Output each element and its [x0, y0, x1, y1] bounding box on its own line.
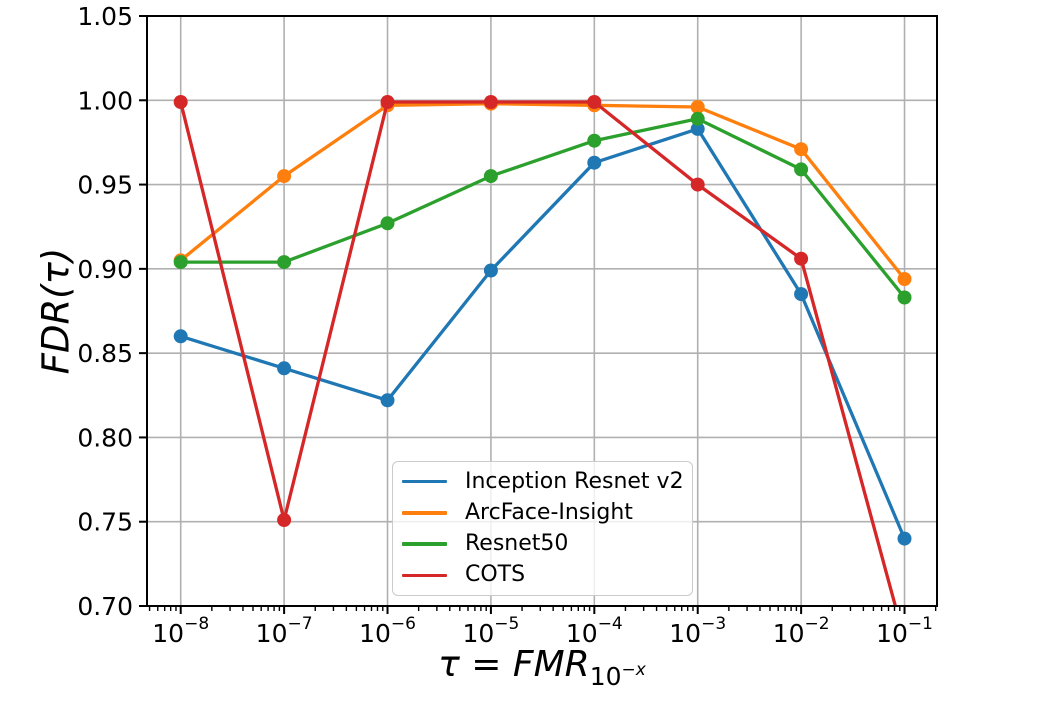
data-point-resnet50 [277, 255, 292, 270]
data-point-inception-resnet-v2 [897, 531, 912, 546]
legend-label: ArcFace-Insight [465, 499, 633, 525]
data-point-cots [173, 95, 188, 109]
tick-labels: 0.70 0.75 0.80 0.85 0.90 0.95 1.00 1.05 10−8 10−7… [77, 2, 933, 648]
data-point-resnet50 [794, 162, 809, 177]
y-tick-label: 1.05 [77, 2, 133, 31]
data-point-inception-resnet-v2 [483, 263, 498, 278]
x-axis-label-subscript: 10 [589, 662, 622, 691]
series-line-cots [179, 100, 898, 606]
x-tick-label: 10−7 [256, 614, 313, 648]
y-axis-label: FDR(τ) [34, 247, 78, 375]
data-point-inception-resnet-v2 [690, 121, 705, 136]
data-point-arcface-insight [794, 142, 809, 157]
data-point-inception-resnet-v2 [587, 155, 602, 170]
legend-item-cots: COTS [402, 560, 686, 591]
ticks [139, 15, 937, 614]
data-point-cots [483, 95, 498, 109]
data-point-inception-resnet-v2 [277, 361, 292, 376]
data-point-resnet50 [897, 290, 912, 305]
data-point-arcface-insight [277, 169, 292, 184]
legend-label: COTS [465, 562, 526, 588]
legend-line-sample-cots [402, 573, 447, 578]
x-tick-label: 10−4 [566, 614, 623, 648]
data-point-resnet50 [587, 133, 602, 148]
legend-label: Resnet50 [465, 531, 569, 557]
legend-item-arcface-insight: ArcFace-Insight [402, 497, 686, 528]
data-point-resnet50 [483, 169, 498, 184]
data-point-cots [587, 95, 602, 109]
x-axis-label-main: τ = FMR [438, 644, 590, 685]
legend-line-sample-resnet50 [402, 542, 447, 546]
data-point-inception-resnet-v2 [380, 393, 395, 408]
legend-label: Inception Resnet v2 [465, 468, 684, 494]
axes-spines [146, 15, 938, 607]
legend-line-sample-arcface-insight [402, 511, 447, 515]
data-point-resnet50 [173, 255, 188, 270]
series-line-inception-resnet-v2 [179, 127, 907, 541]
legend-item-resnet50: Resnet50 [402, 529, 686, 560]
x-tick-label: 10−8 [152, 614, 209, 648]
data-point-cots [794, 251, 809, 266]
y-tick-label: 0.75 [77, 508, 133, 537]
x-tick-label: 10−3 [669, 614, 726, 648]
data-point-resnet50 [380, 216, 395, 231]
y-tick-label: 0.85 [77, 339, 133, 368]
data-point-arcface-insight [897, 272, 912, 286]
y-tick-label: 1.00 [77, 86, 133, 115]
y-tick-label: 0.95 [77, 171, 133, 200]
data-point-cots [277, 513, 292, 527]
series-line-arcface-insight [179, 102, 907, 281]
y-tick-label: 0.90 [77, 255, 133, 284]
x-axis-label: τ = FMR10−x [438, 644, 646, 691]
x-axis-label-subscript-exponent: −x [621, 660, 646, 680]
legend-line-sample-inception-resnet-v2 [402, 479, 447, 484]
x-tick-label: 10−6 [359, 614, 416, 648]
series-line-resnet50 [179, 117, 907, 300]
data-point-resnet50 [690, 111, 705, 126]
data-point-cots [690, 177, 705, 192]
data-point-arcface-insight [690, 100, 705, 114]
series-group [173, 95, 912, 606]
data-point-inception-resnet-v2 [794, 287, 809, 302]
x-tick-label: 10−5 [462, 614, 519, 648]
data-point-inception-resnet-v2 [173, 329, 188, 344]
legend: Inception Resnet v2 ArcFace-Insight Resn… [392, 461, 693, 596]
data-point-cots [380, 95, 395, 109]
x-tick-label: 10−2 [773, 614, 830, 648]
y-tick-label: 0.70 [77, 592, 133, 621]
legend-item-inception-resnet-v2: Inception Resnet v2 [402, 466, 686, 497]
x-tick-label: 10−1 [876, 614, 933, 648]
y-tick-label: 0.80 [77, 423, 133, 452]
